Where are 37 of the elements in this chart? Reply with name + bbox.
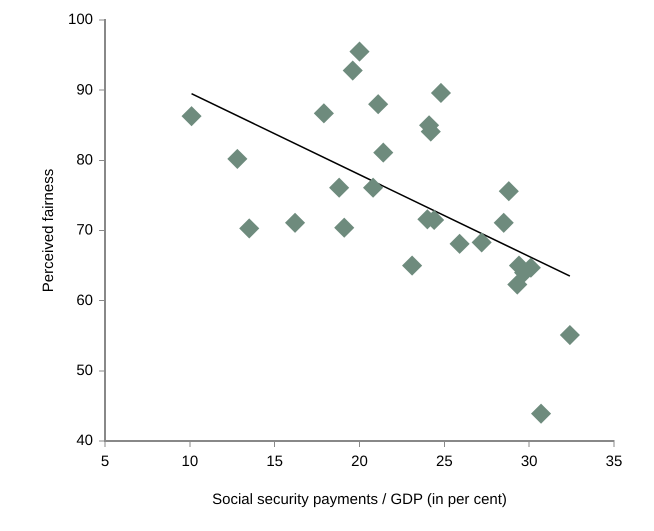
point [182,106,202,126]
x-tick-label: 15 [266,453,284,470]
point [239,218,259,238]
point [342,60,362,80]
x-axis-title: Social security payments / GDP (in per cent) [212,491,507,508]
y-tick-label: 80 [76,151,94,168]
point [374,142,394,162]
point [228,149,248,169]
x-tick-label: 20 [351,453,368,470]
point [494,213,514,233]
x-tick-label: 5 [100,453,110,470]
point [472,232,492,252]
x-tick-label: 35 [606,453,622,470]
point [508,274,528,294]
x-tick-label: 10 [182,453,198,470]
point [285,213,305,233]
x-tick-label: 30 [520,453,538,470]
y-tick-label: 40 [76,432,94,450]
point [431,83,451,103]
point [450,234,470,254]
x-tick-label: 25 [436,453,453,470]
point [368,94,388,114]
point [402,256,422,276]
point [499,181,519,201]
point [531,404,551,424]
point [334,218,354,238]
y-tick-label: 90 [76,81,94,98]
point [363,178,383,198]
y-axis-title: Perceived fairness [40,168,58,292]
y-tick-label: 70 [76,222,94,239]
y-tick-label: 100 [68,11,94,28]
y-tick-label: 50 [76,362,94,379]
point [329,178,349,198]
y-tick-label: 60 [76,292,94,309]
point [560,325,580,345]
point [314,104,334,124]
point [350,42,370,62]
